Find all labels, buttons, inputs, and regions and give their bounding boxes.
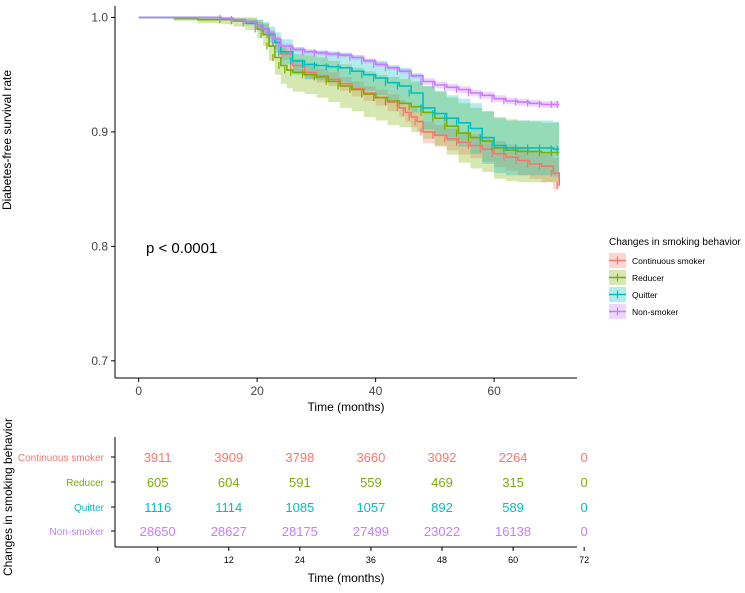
confidence-bands bbox=[138, 17, 560, 203]
risk-row-label: Reducer bbox=[66, 478, 104, 489]
risk-count: 23022 bbox=[424, 524, 460, 539]
legend-item-non-smoker: Non-smoker bbox=[609, 304, 678, 319]
x-axis-label: Time (months) bbox=[308, 400, 385, 414]
risk-count: 1085 bbox=[285, 500, 314, 515]
legend-title: Changes in smoking behavior bbox=[609, 237, 741, 248]
risk-x-tick-label-1: 12 bbox=[224, 555, 234, 565]
risk-count: 0 bbox=[581, 475, 588, 490]
y-axis-label: Diabetes-free survival rate bbox=[0, 70, 14, 210]
y-tick-label-2: 0.9 bbox=[91, 125, 108, 139]
risk-table-x-label: Time (months) bbox=[308, 571, 385, 585]
risk-table-x-ticks: 0 12 24 36 48 60 72 bbox=[155, 547, 589, 565]
x-tick-label-0: 0 bbox=[135, 384, 142, 398]
risk-count: 1114 bbox=[215, 500, 242, 515]
risk-count: 0 bbox=[581, 500, 588, 515]
risk-x-tick-label-2: 24 bbox=[295, 555, 305, 565]
survival-plot: Diabetes-free survival rate 0.7 0.8 0.9 1.0… bbox=[0, 6, 577, 414]
risk-count: 469 bbox=[431, 475, 453, 490]
legend-item-continuous-smoker: Continuous smoker bbox=[609, 253, 705, 268]
survival-curve-reducer bbox=[138, 16, 560, 154]
p-value-annotation: p < 0.0001 bbox=[146, 240, 217, 257]
risk-x-tick-label-0: 0 bbox=[155, 555, 160, 565]
risk-row-reducer: Reducer 605 604 591 559 469 315 0 bbox=[66, 475, 588, 490]
risk-count: 559 bbox=[360, 475, 382, 490]
legend: Changes in smoking behavior Continuous s… bbox=[609, 237, 741, 319]
risk-x-tick-label-5: 60 bbox=[508, 555, 518, 565]
risk-x-tick-label-3: 36 bbox=[366, 555, 376, 565]
risk-count: 892 bbox=[431, 500, 453, 515]
legend-label: Non-smoker bbox=[632, 307, 678, 317]
survival-curve-non-smoker bbox=[138, 16, 560, 106]
legend-label: Continuous smoker bbox=[632, 256, 705, 266]
censor-marks bbox=[219, 15, 558, 190]
risk-count: 3092 bbox=[428, 450, 457, 465]
legend-item-quitter: Quitter bbox=[609, 287, 658, 302]
risk-count: 1116 bbox=[144, 500, 171, 515]
risk-count: 27499 bbox=[353, 524, 389, 539]
risk-row-non-smoker: Non-smoker 28650 28627 28175 27499 23022 16138… bbox=[50, 524, 588, 539]
y-tick-label-1: 0.8 bbox=[91, 239, 108, 253]
y-tick-label-3: 1.0 bbox=[91, 10, 108, 24]
ci-band-quitter bbox=[138, 17, 560, 177]
risk-table: Changes in smoking behavior Continuous s… bbox=[1, 418, 589, 585]
risk-count: 16138 bbox=[495, 524, 531, 539]
ci-band-reducer bbox=[138, 17, 560, 183]
risk-count: 2264 bbox=[499, 450, 528, 465]
risk-x-tick-label-6: 72 bbox=[579, 555, 589, 565]
risk-row-continuous-smoker: Continuous smoker 3911 3909 3798 3660 3092 226… bbox=[18, 450, 588, 465]
risk-count: 3660 bbox=[356, 450, 385, 465]
risk-count: 605 bbox=[147, 475, 169, 490]
risk-count: 0 bbox=[581, 450, 588, 465]
risk-count: 0 bbox=[581, 524, 588, 539]
x-tick-label-1: 20 bbox=[250, 384, 264, 398]
risk-count: 28175 bbox=[282, 524, 318, 539]
legend-label: Quitter bbox=[632, 290, 658, 300]
ci-band-non-smoker bbox=[138, 17, 560, 108]
risk-count: 28650 bbox=[140, 524, 176, 539]
x-tick-label-2: 40 bbox=[369, 384, 383, 398]
risk-row-label: Continuous smoker bbox=[18, 453, 105, 464]
risk-count: 591 bbox=[289, 475, 311, 490]
risk-x-tick-label-4: 48 bbox=[437, 555, 447, 565]
x-tick-label-3: 60 bbox=[487, 384, 501, 398]
risk-row-label: Non-smoker bbox=[50, 527, 105, 538]
y-axis-ticks: 0.7 0.8 0.9 1.0 bbox=[91, 10, 115, 368]
risk-count: 3911 bbox=[144, 450, 172, 465]
risk-table-y-label: Changes in smoking behavior bbox=[1, 418, 15, 576]
risk-count: 315 bbox=[502, 475, 524, 490]
risk-count: 589 bbox=[502, 500, 524, 515]
risk-count: 3798 bbox=[285, 450, 314, 465]
legend-item-reducer: Reducer bbox=[609, 270, 664, 285]
survival-curves bbox=[138, 16, 560, 186]
risk-row-label: Quitter bbox=[74, 503, 105, 514]
legend-label: Reducer bbox=[632, 273, 664, 283]
risk-count: 28627 bbox=[211, 524, 247, 539]
risk-count: 604 bbox=[218, 475, 240, 490]
censor-marks-non-smoker bbox=[219, 15, 558, 108]
x-axis-ticks: 0 20 40 60 bbox=[135, 378, 501, 398]
risk-count: 1057 bbox=[356, 500, 385, 515]
risk-row-quitter: Quitter 1116 1114 1085 1057 892 589 0 bbox=[74, 500, 588, 515]
risk-count: 3909 bbox=[214, 450, 243, 465]
y-tick-label-0: 0.7 bbox=[91, 354, 108, 368]
